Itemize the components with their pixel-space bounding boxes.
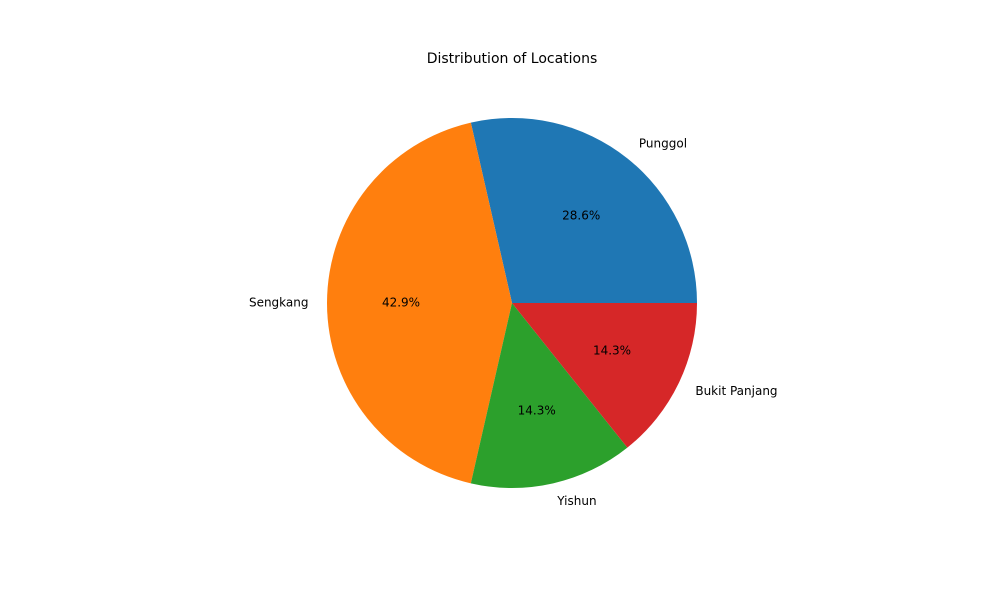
slice-percent-yishun: 14.3% [518, 404, 556, 418]
slice-label-punggol: Punggol [639, 136, 687, 150]
pie-slice-yishun [470, 303, 628, 488]
slice-percent-sengkang: 42.9% [382, 296, 420, 310]
pie-slice-bukit-panjang [512, 303, 697, 448]
slice-percent-punggol: 28.6% [562, 209, 600, 223]
chart-title: Distribution of Locations [427, 51, 598, 67]
pie-slice-punggol [470, 117, 697, 303]
slice-label-yishun: Yishun [556, 494, 596, 508]
slice-percent-bukit-panjang: 14.3% [593, 344, 631, 358]
slice-label-sengkang: Sengkang [249, 296, 309, 310]
slice-label-bukit-panjang: Bukit Panjang [695, 384, 777, 398]
pie-slices [327, 117, 697, 488]
pie-labels: Punggol 28.6% Sengkang 42.9% Yishun 14.3% Buki… [249, 136, 778, 508]
pie-slice-sengkang [327, 122, 512, 484]
